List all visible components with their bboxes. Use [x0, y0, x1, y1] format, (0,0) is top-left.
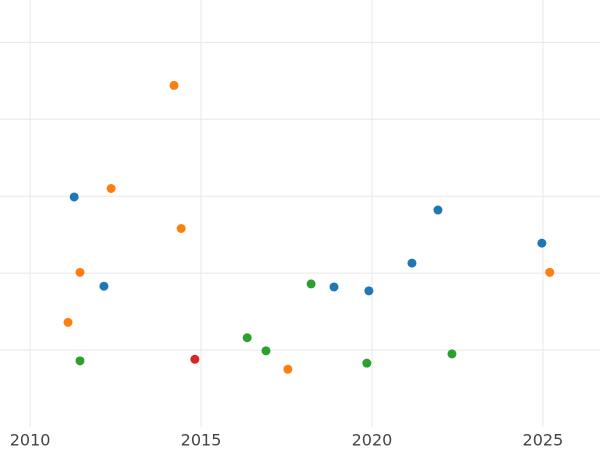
- point: [283, 364, 293, 374]
- point: [242, 333, 252, 343]
- point: [447, 349, 457, 359]
- point: [169, 80, 179, 90]
- point: [75, 267, 85, 277]
- point: [63, 317, 73, 327]
- point: [190, 354, 200, 364]
- point: [106, 183, 116, 193]
- x-tick-label: 2020: [352, 431, 393, 450]
- point: [176, 224, 186, 234]
- point: [362, 358, 372, 368]
- point: [545, 267, 555, 277]
- x-tick-label: 2015: [181, 431, 222, 450]
- point: [306, 279, 316, 289]
- point: [99, 281, 109, 291]
- point: [537, 238, 547, 248]
- point: [261, 346, 271, 356]
- point: [69, 192, 79, 202]
- point: [364, 286, 374, 296]
- point: [75, 356, 85, 366]
- point: [433, 205, 443, 215]
- point: [329, 282, 339, 292]
- x-tick-label: 2010: [10, 431, 51, 450]
- x-tick-label: 2025: [523, 431, 564, 450]
- point: [407, 258, 417, 268]
